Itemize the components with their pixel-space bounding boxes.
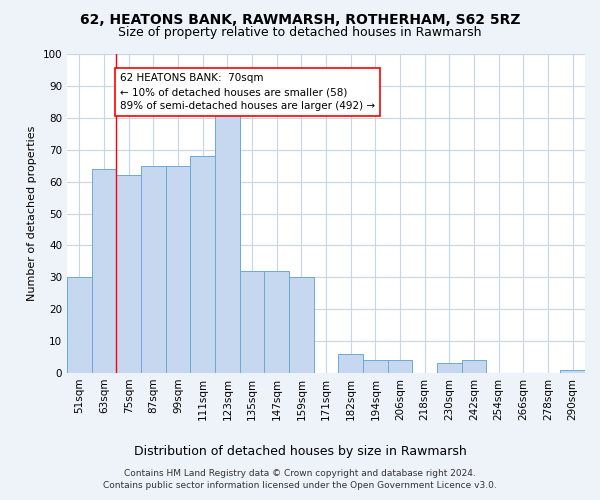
Y-axis label: Number of detached properties: Number of detached properties bbox=[27, 126, 37, 301]
Text: 62, HEATONS BANK, RAWMARSH, ROTHERHAM, S62 5RZ: 62, HEATONS BANK, RAWMARSH, ROTHERHAM, S… bbox=[80, 12, 520, 26]
Bar bbox=[141, 166, 166, 373]
Bar bbox=[289, 278, 314, 373]
Bar bbox=[363, 360, 388, 373]
Text: Contains HM Land Registry data © Crown copyright and database right 2024.
Contai: Contains HM Land Registry data © Crown c… bbox=[103, 468, 497, 490]
Bar bbox=[388, 360, 412, 373]
Bar bbox=[437, 364, 461, 373]
Bar bbox=[239, 271, 265, 373]
Bar bbox=[215, 108, 239, 373]
Text: 62 HEATONS BANK:  70sqm
← 10% of detached houses are smaller (58)
89% of semi-de: 62 HEATONS BANK: 70sqm ← 10% of detached… bbox=[120, 73, 375, 111]
Bar bbox=[67, 278, 92, 373]
Bar bbox=[116, 175, 141, 373]
Text: Distribution of detached houses by size in Rawmarsh: Distribution of detached houses by size … bbox=[134, 445, 466, 458]
Bar bbox=[92, 169, 116, 373]
Bar bbox=[338, 354, 363, 373]
Bar bbox=[461, 360, 487, 373]
Bar bbox=[560, 370, 585, 373]
Bar bbox=[265, 271, 289, 373]
Bar bbox=[166, 166, 190, 373]
Text: Size of property relative to detached houses in Rawmarsh: Size of property relative to detached ho… bbox=[118, 26, 482, 39]
Bar bbox=[190, 156, 215, 373]
